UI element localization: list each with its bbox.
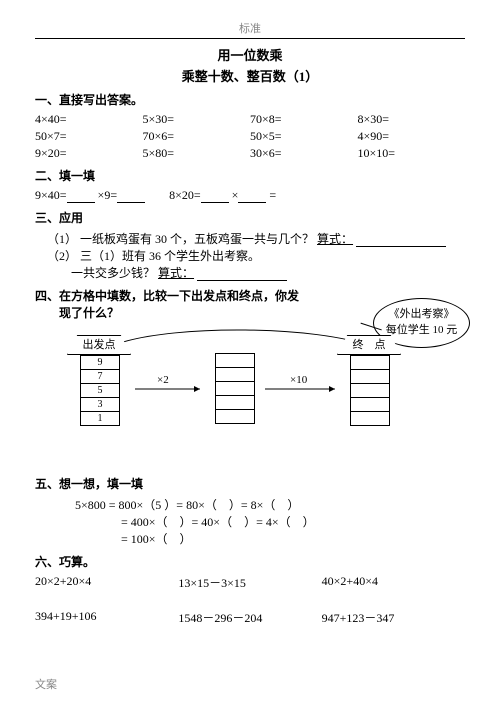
end-b1 (350, 355, 390, 370)
s1-r3c2: 5×80= (143, 146, 251, 161)
s5-l3: = 100×（ ） (121, 530, 465, 547)
section5-title: 五、想一想，填一填 (35, 475, 465, 492)
tower-mid (210, 353, 260, 424)
blank (117, 190, 145, 203)
s1-r3c3: 30×6= (250, 146, 358, 161)
s2-b: ×9= (98, 188, 118, 202)
bubble-l1: 《外出考察》 (374, 305, 469, 321)
blank (67, 190, 95, 203)
op1-label: ×2 (157, 374, 169, 386)
start-v3: 5 (80, 384, 120, 398)
tower-start: 出发点 9 7 5 3 1 (75, 335, 125, 426)
s1-r2c4: 4×90= (358, 129, 466, 144)
s2-c: 8×20= (169, 188, 201, 202)
tower-end: 终 点 (345, 335, 395, 426)
blank (201, 190, 229, 203)
end-b2 (350, 370, 390, 384)
s1-r1c2: 5×30= (143, 112, 251, 127)
s1-r3c4: 10×10= (358, 146, 466, 161)
s3-q2a: （2） 三（1）班有 36 个学生外出考察。 (47, 247, 465, 264)
s6-r1c2: 13×15－3×15 (178, 574, 321, 591)
mid-b4 (215, 396, 255, 410)
start-v4: 3 (80, 398, 120, 412)
diagram: 出发点 9 7 5 3 1 ×2 ×10 终 点 (35, 329, 465, 469)
s2-a: 9×40= (35, 188, 67, 202)
s3-q2b-line: 一共交多少钱？ 算式： (71, 264, 465, 281)
start-v1: 9 (80, 355, 120, 370)
start-label: 出发点 (67, 335, 131, 355)
s6-r2c2: 1548－296－204 (178, 609, 321, 626)
s1-row1: 4×40= 5×30= 70×8= 8×30= (35, 112, 465, 127)
end-b3 (350, 384, 390, 398)
s1-r1c1: 4×40= (35, 112, 143, 127)
s1-r2c3: 50×5= (250, 129, 358, 144)
s3-q2b: 一共交多少钱？ (71, 266, 155, 280)
s6-r2c3: 947+123－347 (322, 609, 465, 626)
s1-r1c4: 8×30= (358, 112, 466, 127)
top-mark: 标准 (35, 20, 465, 39)
mid-b3 (215, 382, 255, 396)
s1-r2c1: 50×7= (35, 129, 143, 144)
s6-r1c1: 20×2+20×4 (35, 574, 178, 591)
s3-q1-text: （1） 一纸板鸡蛋有 30 个，五板鸡蛋一共与几个？ (47, 232, 314, 246)
s6-r2c1: 394+19+106 (35, 609, 178, 626)
mid-b2 (215, 368, 255, 382)
s3-q2-label: 算式： (158, 266, 194, 280)
blank-long (197, 268, 287, 281)
s6-row2: 394+19+106 1548－296－204 947+123－347 (35, 609, 465, 626)
title-line2: 乘整十数、整百数（1） (35, 66, 465, 85)
end-b4 (350, 398, 390, 412)
start-v2: 7 (80, 370, 120, 384)
s1-row2: 50×7= 70×6= 50×5= 4×90= (35, 129, 465, 144)
section2-title: 二、填一填 (35, 167, 465, 184)
section1-title: 一、直接写出答案。 (35, 91, 465, 108)
s6-r1c3: 40×2+40×4 (322, 574, 465, 591)
op2-label: ×10 (290, 374, 307, 386)
s2-line: 9×40= ×9= 8×20= × = (35, 188, 465, 203)
end-label: 终 点 (337, 335, 401, 355)
mid-b1 (215, 353, 255, 368)
start-v5: 1 (80, 412, 120, 426)
mid-b5 (215, 410, 255, 424)
title-line1: 用一位数乘 (35, 45, 465, 64)
blank (238, 190, 266, 203)
s5-l1: 5×800 = 800×（5 ）= 80×（ ）= 8×（ ） (75, 496, 465, 513)
s1-r1c3: 70×8= (250, 112, 358, 127)
s1-row3: 9×20= 5×80= 30×6= 10×10= (35, 146, 465, 161)
end-b5 (350, 412, 390, 426)
s2-d: × (232, 188, 239, 202)
section3-title: 三、应用 (35, 209, 465, 226)
s5-l2: = 400×（ ）= 40×（ ）= 4×（ ） (121, 513, 465, 530)
footer: 文案 (35, 676, 57, 692)
s1-r3c1: 9×20= (35, 146, 143, 161)
s1-r2c2: 70×6= (143, 129, 251, 144)
s2-e: = (269, 188, 276, 202)
blank-long (356, 234, 446, 247)
s3-q1: （1） 一纸板鸡蛋有 30 个，五板鸡蛋一共与几个？ 算式： (47, 230, 465, 247)
s6-row1: 20×2+20×4 13×15－3×15 40×2+40×4 (35, 574, 465, 591)
s3-q1-label: 算式： (317, 232, 353, 246)
section6-title: 六、巧算。 (35, 553, 465, 570)
